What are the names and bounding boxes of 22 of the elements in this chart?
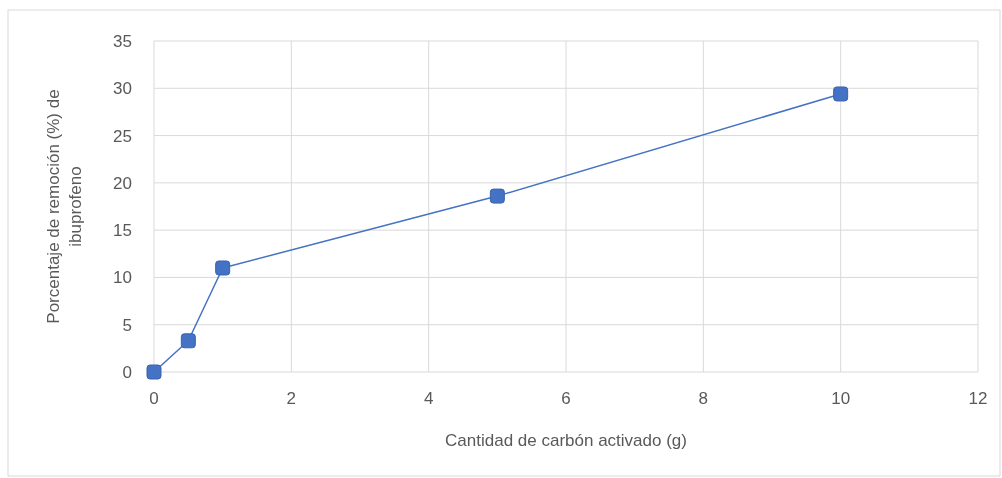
y-tick-label: 10 xyxy=(113,268,132,288)
point xyxy=(833,86,849,102)
y-tick-label: 25 xyxy=(113,126,132,146)
x-tick-label: 10 xyxy=(831,389,851,408)
x-axis-title: Cantidad de carbón activado (g) xyxy=(445,431,687,450)
x-tick-label: 4 xyxy=(423,389,434,408)
y-tick-label: 5 xyxy=(122,315,132,335)
x-tick-label: 0 xyxy=(149,389,159,408)
x-tick-label: 12 xyxy=(968,389,988,408)
x-tick-label: 6 xyxy=(561,389,571,408)
y-tick-label: 0 xyxy=(122,362,132,382)
x-tick-label: 8 xyxy=(698,389,709,408)
x-tick-label: 2 xyxy=(286,389,297,408)
point xyxy=(489,188,505,204)
y-axis-title: Porcentaje de remoción (%) de ibuprofeno xyxy=(43,88,86,326)
point xyxy=(180,333,196,349)
y-tick-label: 30 xyxy=(113,79,132,99)
y-tick-label: 35 xyxy=(113,31,132,51)
y-tick-label: 15 xyxy=(113,221,132,241)
y-tick-label: 20 xyxy=(113,173,132,193)
point xyxy=(146,364,162,380)
point xyxy=(215,260,231,276)
